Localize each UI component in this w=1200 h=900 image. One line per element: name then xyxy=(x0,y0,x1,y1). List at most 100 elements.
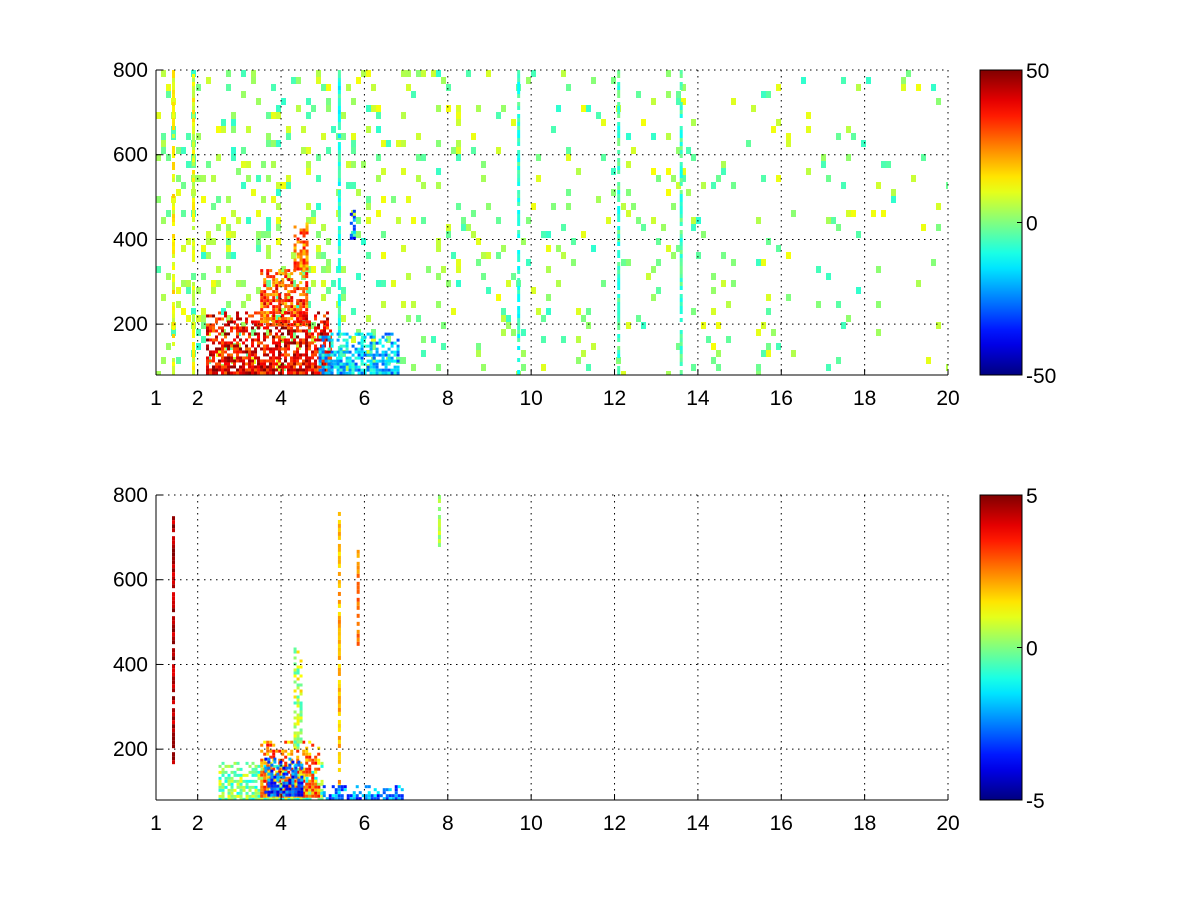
blob-cell xyxy=(221,788,225,792)
noise-cell xyxy=(316,245,321,252)
blob-cell xyxy=(272,368,276,372)
blob-cell xyxy=(284,764,288,768)
blob-cell xyxy=(242,779,246,783)
stripe-cell xyxy=(337,330,341,334)
blob-cell xyxy=(269,293,273,297)
stripe-cell xyxy=(192,106,196,110)
blob-cell xyxy=(236,761,240,765)
stripe-cell xyxy=(356,589,360,594)
blob-cell xyxy=(311,353,315,357)
noise-cell xyxy=(231,112,236,119)
blob-cell xyxy=(263,332,267,336)
blob-cell xyxy=(266,776,270,780)
stripe-cell xyxy=(192,90,196,94)
blob-cell xyxy=(299,659,303,663)
blob-cell xyxy=(343,785,347,789)
blob-cell xyxy=(387,359,391,363)
noise-cell xyxy=(496,217,501,224)
noise-cell xyxy=(456,203,461,210)
blob-cell xyxy=(267,781,271,785)
stripe-cell xyxy=(192,194,196,198)
blob-cell xyxy=(314,326,318,330)
noise-cell xyxy=(506,315,511,322)
blob-cell xyxy=(326,350,330,354)
blob-cell xyxy=(367,797,371,800)
noise-cell xyxy=(421,154,426,161)
blob-cell xyxy=(224,764,228,768)
noise-cell xyxy=(206,252,211,259)
noise-cell xyxy=(701,322,706,329)
blob-cell xyxy=(257,797,261,800)
blob-cell xyxy=(351,365,355,369)
noise-cell xyxy=(911,175,916,182)
blob-cell xyxy=(209,338,213,342)
noise-cell xyxy=(351,140,356,147)
blob-cell xyxy=(218,764,222,768)
stripe-cell xyxy=(337,755,341,760)
blob-cell xyxy=(302,773,306,777)
blob-cell xyxy=(314,359,318,363)
blob-cell xyxy=(236,326,240,330)
stripe-cell xyxy=(679,166,683,170)
blob-cell xyxy=(293,743,297,747)
noise-cell xyxy=(451,252,456,259)
stripe-cell xyxy=(617,102,621,106)
blob-cell xyxy=(284,272,288,276)
blob-cell xyxy=(242,362,246,366)
stripe-cell xyxy=(192,98,196,102)
stripe-cell xyxy=(192,354,196,358)
noise-cell xyxy=(761,322,766,329)
noise-cell xyxy=(341,294,346,301)
blob-cell xyxy=(363,362,367,366)
stripe-cell xyxy=(172,102,176,106)
blob-cell xyxy=(293,710,297,714)
stripe-cell xyxy=(517,214,521,218)
noise-cell xyxy=(276,189,281,196)
noise-cell xyxy=(511,329,516,336)
blob-cell xyxy=(281,338,285,342)
blob-cell xyxy=(290,290,294,294)
blob-cell xyxy=(339,368,343,372)
blob-cell xyxy=(218,782,222,786)
blob-cell xyxy=(305,752,309,756)
noise-cell xyxy=(161,70,166,77)
stripe-cell xyxy=(517,170,521,174)
noise-cell xyxy=(196,287,201,294)
blob-cell xyxy=(270,775,274,779)
blob-cell xyxy=(305,222,309,226)
blob-cell xyxy=(260,359,264,363)
blob-cell xyxy=(318,353,322,357)
noise-cell xyxy=(341,287,346,294)
blob-cell xyxy=(248,362,252,366)
stripe-cell xyxy=(617,158,621,162)
stripe-cell xyxy=(337,182,341,186)
blob-cell xyxy=(290,308,294,312)
blob-cell xyxy=(215,320,219,324)
blob-cell xyxy=(352,224,356,228)
blob-cell xyxy=(297,787,301,791)
blob-cell xyxy=(302,302,306,306)
stripe-cell xyxy=(192,242,196,246)
noise-cell xyxy=(201,252,206,259)
blob-cell xyxy=(272,293,276,297)
stripe-cell xyxy=(517,326,521,330)
blob-cell xyxy=(224,314,228,318)
blob-cell xyxy=(299,704,303,708)
blob-cell xyxy=(296,267,300,271)
blob-cell xyxy=(266,299,270,303)
blob-cell xyxy=(266,368,270,372)
blob-cell xyxy=(218,332,222,336)
stripe-cell xyxy=(517,266,521,270)
blob-cell xyxy=(299,281,303,285)
stripe-cell xyxy=(337,226,341,230)
blob-cell xyxy=(336,368,340,372)
blob-cell xyxy=(317,761,321,765)
noise-cell xyxy=(341,266,346,273)
blob-cell xyxy=(273,757,277,761)
noise-cell xyxy=(286,133,291,140)
noise-cell xyxy=(576,357,581,364)
blob-cell xyxy=(230,785,234,789)
stripe-cell xyxy=(337,162,341,166)
blob-cell xyxy=(281,788,285,792)
blob-cell xyxy=(206,329,210,333)
